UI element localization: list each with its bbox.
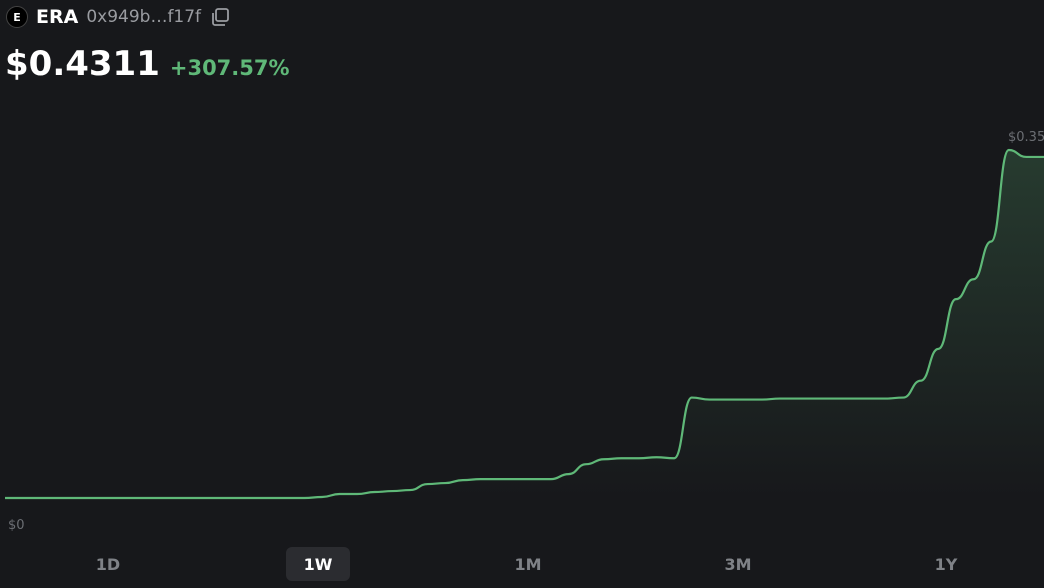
copy-button[interactable]: [209, 6, 231, 28]
token-icon: E: [6, 6, 28, 28]
price-line: [5, 148, 1044, 500]
token-symbol: ERA: [36, 6, 79, 28]
time-range-button[interactable]: 1Y: [934, 554, 958, 574]
time-range-bar: 1D 1W 1M 3M 1Y: [0, 547, 1044, 583]
token-header: E ERA 0x949b…f17f: [6, 6, 231, 28]
chart: $0 $0.35: [5, 130, 1044, 533]
price: $0.4311: [5, 44, 160, 84]
token-address: 0x949b…f17f: [86, 7, 202, 27]
time-range-button[interactable]: 1M: [514, 554, 542, 574]
price-change: +307.57%: [169, 56, 290, 80]
price-row: $0.4311 +307.57%: [5, 44, 290, 84]
y-tick-label: $0: [8, 518, 25, 533]
area-fill: [5, 150, 1044, 498]
time-range-button[interactable]: 1W: [286, 547, 350, 581]
time-range-button[interactable]: 1D: [95, 554, 121, 574]
time-range-button[interactable]: 3M: [724, 554, 752, 574]
y-tick-label: $0.35: [1008, 130, 1044, 145]
